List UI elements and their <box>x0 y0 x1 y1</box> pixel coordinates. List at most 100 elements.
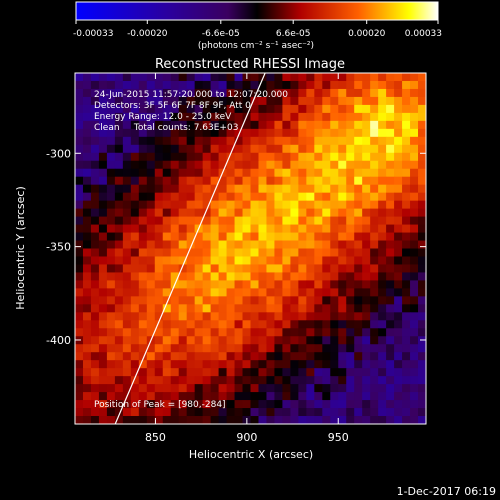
heatmap-cell <box>194 320 204 329</box>
heatmap-cell <box>274 272 283 281</box>
heatmap-cell <box>210 232 219 241</box>
heatmap-cell <box>418 96 426 106</box>
heatmap-cell <box>226 264 235 273</box>
heatmap-cell <box>210 240 219 249</box>
heatmap-cell <box>298 328 307 337</box>
heatmap-cell <box>290 352 299 361</box>
heatmap-cell <box>338 368 347 377</box>
heatmap-cell <box>186 160 196 170</box>
heatmap-cell <box>378 288 387 297</box>
heatmap-cell <box>258 160 267 170</box>
heatmap-cell <box>218 200 227 210</box>
heatmap-cell <box>322 304 331 313</box>
heatmap-cell <box>282 344 291 353</box>
heatmap-cell <box>402 112 411 122</box>
heatmap-cell <box>394 216 403 225</box>
heatmap-cell <box>218 136 227 146</box>
heatmap-cell <box>258 408 267 417</box>
heatmap-cell <box>322 352 331 361</box>
heatmap-cell <box>162 272 172 281</box>
heatmap-cell <box>186 336 196 345</box>
heatmap-cell <box>282 360 291 369</box>
heatmap-cell <box>346 120 355 130</box>
heatmap-cell <box>250 384 259 393</box>
heatmap-cell <box>170 344 180 353</box>
heatmap-cell <box>138 272 148 281</box>
heatmap-cell <box>82 280 92 289</box>
heatmap-cell <box>386 280 395 289</box>
heatmap-cell <box>146 136 156 146</box>
heatmap-cell <box>162 176 172 186</box>
heatmap-cell <box>114 80 124 90</box>
heatmap-cell <box>266 96 275 106</box>
heatmap-cell <box>218 240 227 249</box>
heatmap-cell <box>218 208 227 217</box>
heatmap-cell <box>282 144 291 154</box>
heatmap-cell <box>154 192 164 202</box>
heatmap-cell <box>210 408 219 417</box>
heatmap-cell <box>106 224 116 233</box>
heatmap-cell <box>202 400 212 409</box>
heatmap-cell <box>322 160 331 170</box>
heatmap-cell <box>258 152 267 162</box>
heatmap-cell <box>114 392 124 401</box>
heatmap-cell <box>218 336 227 345</box>
heatmap-cell <box>138 264 148 273</box>
heatmap-cell <box>138 232 148 241</box>
heatmap-cell <box>282 136 291 146</box>
heatmap-cell <box>314 224 323 233</box>
heatmap-cell <box>266 368 275 377</box>
heatmap-cell <box>178 88 188 98</box>
heatmap-cell <box>98 120 108 130</box>
heatmap-cell <box>130 264 140 273</box>
heatmap-cell <box>170 320 180 329</box>
heatmap-cell <box>162 120 172 130</box>
heatmap-cell <box>202 216 212 225</box>
heatmap-cell <box>378 384 387 393</box>
heatmap-cell <box>75 192 84 202</box>
heatmap-cell <box>122 96 132 106</box>
heatmap-cell <box>290 272 299 281</box>
heatmap-cell <box>362 128 371 138</box>
heatmap-cell <box>362 96 371 106</box>
heatmap-cell <box>98 368 108 377</box>
heatmap-cell <box>186 256 196 265</box>
heatmap-cell <box>218 328 227 337</box>
heatmap-cell <box>138 120 148 130</box>
heatmap-cell <box>242 312 251 321</box>
heatmap-cell <box>178 80 188 90</box>
heatmap-cell <box>122 312 132 321</box>
heatmap-cell <box>242 256 251 265</box>
heatmap-cell <box>354 272 363 281</box>
heatmap-cell <box>82 136 92 146</box>
heatmap-cell <box>210 280 219 289</box>
heatmap-cell <box>394 224 403 233</box>
heatmap-cell <box>402 88 411 98</box>
heatmap-cell <box>378 104 387 114</box>
heatmap-cell <box>226 352 235 361</box>
heatmap-cell <box>146 128 156 138</box>
heatmap-cell <box>418 216 426 225</box>
heatmap-cell <box>314 248 323 257</box>
heatmap-cell <box>314 312 323 321</box>
heatmap-cell <box>90 384 100 393</box>
heatmap-cell <box>106 128 116 138</box>
heatmap-cell <box>90 176 100 186</box>
heatmap-cell <box>130 216 140 225</box>
heatmap-cell <box>138 136 148 146</box>
heatmap-cell <box>234 104 243 114</box>
heatmap-cell <box>250 368 259 377</box>
heatmap-cell <box>322 248 331 257</box>
heatmap-cell <box>130 408 140 417</box>
heatmap-cell <box>130 416 140 424</box>
heatmap-cell <box>346 304 355 313</box>
heatmap-cell <box>114 152 124 162</box>
heatmap-cell <box>90 400 100 409</box>
heatmap-cell <box>122 152 132 162</box>
heatmap-cell <box>386 88 395 98</box>
heatmap-cell <box>218 80 227 90</box>
heatmap-cell <box>226 408 235 417</box>
heatmap-cell <box>210 384 219 393</box>
heatmap-cell <box>226 384 235 393</box>
heatmap-cell <box>226 336 235 345</box>
